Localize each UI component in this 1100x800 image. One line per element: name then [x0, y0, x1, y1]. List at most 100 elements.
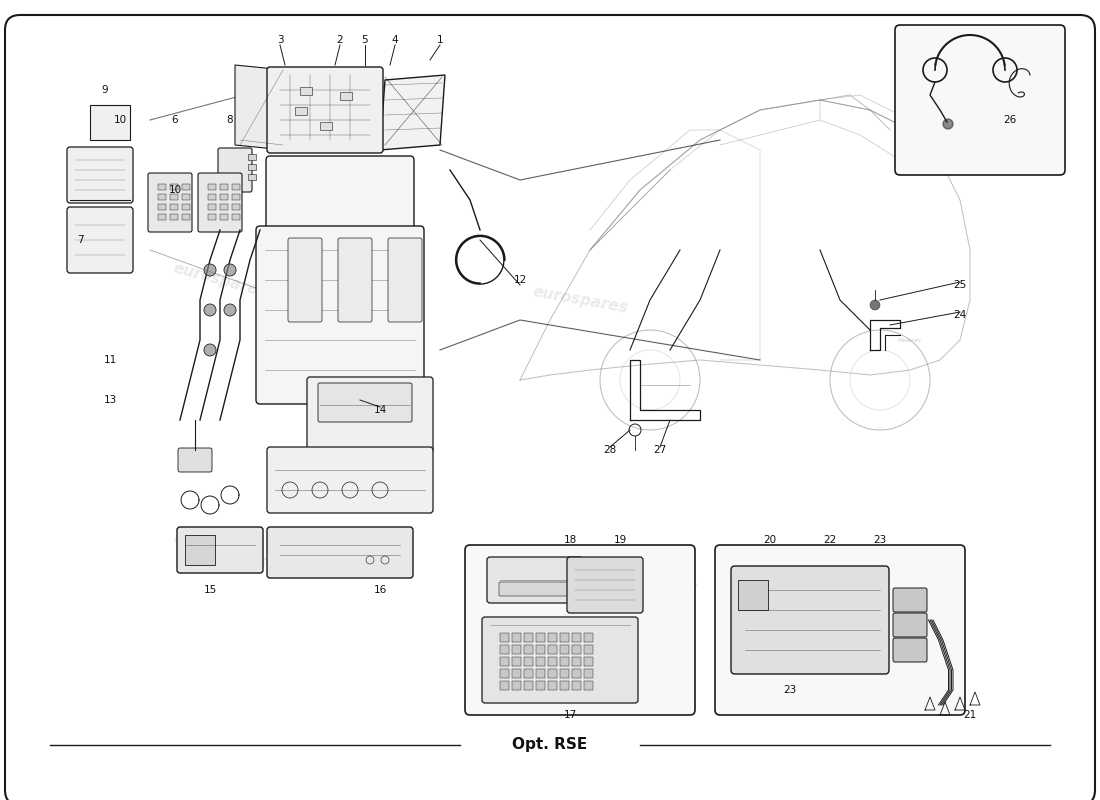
FancyBboxPatch shape	[482, 617, 638, 703]
Bar	[300, 87, 312, 95]
Text: eurospares: eurospares	[602, 564, 698, 596]
Text: 15: 15	[204, 585, 217, 595]
Bar	[572, 657, 581, 666]
Bar	[548, 669, 557, 678]
FancyBboxPatch shape	[893, 588, 927, 612]
Circle shape	[224, 264, 236, 276]
Bar	[584, 645, 593, 654]
Bar	[560, 669, 569, 678]
Bar	[220, 204, 228, 210]
Bar	[584, 633, 593, 642]
Bar	[524, 645, 534, 654]
Bar	[548, 681, 557, 690]
Bar	[512, 633, 521, 642]
Bar	[158, 194, 166, 200]
Bar	[584, 669, 593, 678]
FancyBboxPatch shape	[715, 545, 965, 715]
Text: 17: 17	[563, 710, 576, 720]
Text: 1: 1	[437, 35, 443, 45]
Text: 23: 23	[783, 685, 796, 695]
Bar	[500, 681, 509, 690]
Bar	[182, 194, 190, 200]
Polygon shape	[379, 75, 446, 150]
Bar	[512, 657, 521, 666]
Bar	[170, 204, 178, 210]
Bar	[500, 633, 509, 642]
FancyBboxPatch shape	[338, 238, 372, 322]
Bar	[232, 204, 240, 210]
FancyBboxPatch shape	[67, 207, 133, 273]
FancyBboxPatch shape	[893, 638, 927, 662]
Bar	[584, 657, 593, 666]
Bar	[512, 645, 521, 654]
Circle shape	[204, 344, 216, 356]
Text: Opt. RSE: Opt. RSE	[513, 738, 587, 753]
Bar	[500, 657, 509, 666]
FancyBboxPatch shape	[148, 173, 192, 232]
FancyBboxPatch shape	[487, 557, 583, 603]
Text: 28: 28	[604, 445, 617, 455]
Text: 11: 11	[103, 355, 117, 365]
Bar	[572, 669, 581, 678]
Text: 12: 12	[514, 275, 527, 285]
FancyBboxPatch shape	[267, 527, 412, 578]
Bar	[524, 633, 534, 642]
Bar	[185, 535, 214, 565]
FancyBboxPatch shape	[267, 67, 383, 153]
Circle shape	[204, 264, 216, 276]
Bar	[738, 580, 768, 610]
Text: 6: 6	[172, 115, 178, 125]
Text: 21: 21	[964, 710, 977, 720]
Bar	[512, 681, 521, 690]
FancyBboxPatch shape	[6, 15, 1094, 800]
Text: 9: 9	[101, 85, 108, 95]
Bar	[220, 214, 228, 220]
Bar	[248, 174, 256, 180]
FancyBboxPatch shape	[465, 545, 695, 715]
Circle shape	[204, 264, 216, 276]
FancyBboxPatch shape	[895, 25, 1065, 175]
Text: 13: 13	[103, 395, 117, 405]
Circle shape	[204, 344, 216, 356]
FancyBboxPatch shape	[388, 238, 422, 322]
Bar	[524, 669, 534, 678]
Text: eurospares: eurospares	[531, 284, 629, 316]
Bar	[524, 657, 534, 666]
Bar	[208, 194, 216, 200]
Bar	[170, 184, 178, 190]
Text: 8: 8	[227, 115, 233, 125]
Bar	[158, 184, 166, 190]
Bar	[548, 633, 557, 642]
Bar	[320, 122, 332, 130]
Text: 7: 7	[77, 235, 84, 245]
Bar	[500, 645, 509, 654]
Bar	[500, 669, 509, 678]
FancyBboxPatch shape	[256, 226, 424, 404]
Bar	[208, 214, 216, 220]
FancyBboxPatch shape	[566, 557, 644, 613]
Text: 26: 26	[1003, 115, 1016, 125]
Bar	[232, 194, 240, 200]
Text: 19: 19	[614, 535, 627, 545]
Text: 14: 14	[373, 405, 386, 415]
Bar	[536, 669, 544, 678]
Bar	[232, 214, 240, 220]
Bar	[182, 214, 190, 220]
Bar	[536, 657, 544, 666]
Text: 2: 2	[337, 35, 343, 45]
Bar	[536, 633, 544, 642]
Text: 10: 10	[168, 185, 182, 195]
FancyBboxPatch shape	[288, 238, 322, 322]
Bar	[560, 657, 569, 666]
Bar	[524, 681, 534, 690]
Bar	[536, 645, 544, 654]
Text: 24: 24	[954, 310, 967, 320]
FancyBboxPatch shape	[218, 148, 252, 192]
Text: eurospares: eurospares	[172, 530, 268, 570]
Text: 16: 16	[373, 585, 386, 595]
Text: 5: 5	[362, 35, 369, 45]
Text: 10: 10	[113, 115, 127, 125]
Bar	[560, 681, 569, 690]
Bar	[560, 645, 569, 654]
Bar	[248, 154, 256, 160]
